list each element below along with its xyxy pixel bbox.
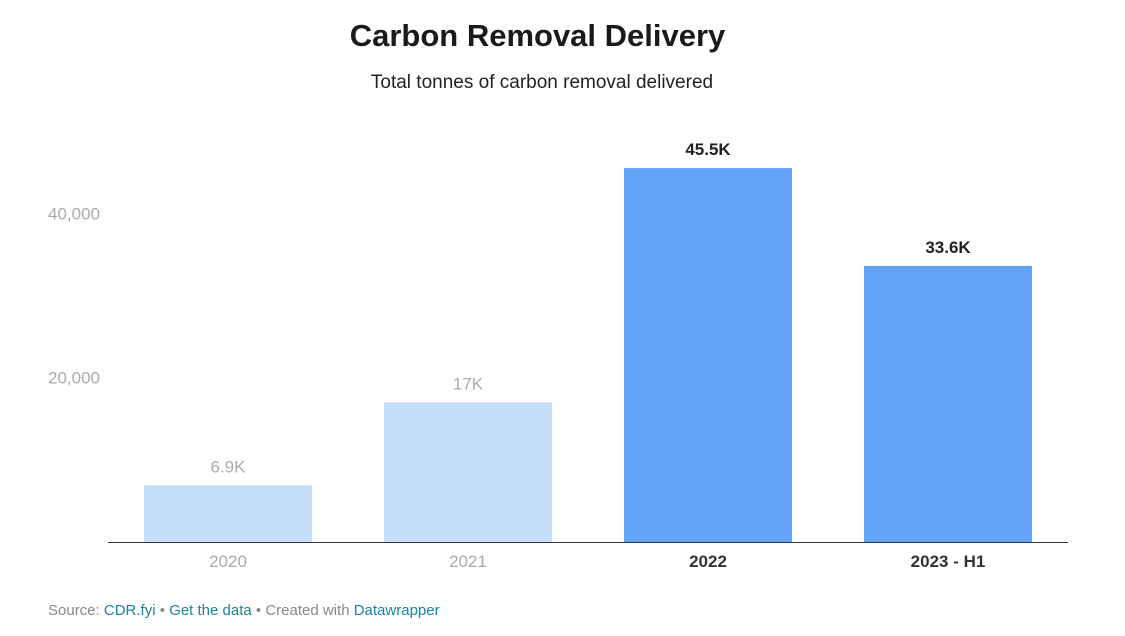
y-tick-label: 40,000 [48, 204, 100, 223]
bar-value-label: 45.5K [685, 140, 731, 159]
x-tick-label: 2023 - H1 [911, 552, 986, 571]
source-prefix: Source: [48, 602, 100, 619]
created-with-text: Created with [265, 602, 350, 619]
y-axis: 20,000 40,000 [48, 204, 100, 387]
bar-value-label: 6.9K [211, 457, 247, 476]
datawrapper-link[interactable]: Datawrapper [353, 602, 440, 619]
bar-2023-h1 [864, 265, 1032, 542]
bar-2021 [384, 402, 552, 542]
data-labels: 6.9K 17K 45.5K 33.6K [211, 140, 972, 476]
bar-value-label: 33.6K [925, 238, 971, 257]
chart-title: Carbon Removal Delivery [349, 18, 726, 53]
y-tick-label: 20,000 [48, 369, 100, 388]
x-tick-label: 2020 [209, 552, 247, 571]
bar-2020 [144, 485, 312, 542]
footer-separator: • [159, 602, 165, 619]
get-data-link[interactable]: Get the data [169, 602, 252, 619]
footer-separator: • [255, 602, 262, 619]
bars [144, 168, 1032, 542]
chart-footer: Source: CDR.fyi • Get the data • Created… [48, 602, 440, 619]
chart-subtitle: Total tonnes of carbon removal delivered [370, 72, 714, 93]
x-tick-label: 2021 [449, 552, 487, 571]
bar-2022 [624, 168, 792, 542]
x-axis: 2020 2021 2022 2023 - H1 [108, 542, 1068, 571]
source-link[interactable]: CDR.fyi [103, 602, 156, 619]
x-tick-label: 2022 [689, 552, 727, 571]
bar-value-label: 17K [453, 374, 484, 393]
